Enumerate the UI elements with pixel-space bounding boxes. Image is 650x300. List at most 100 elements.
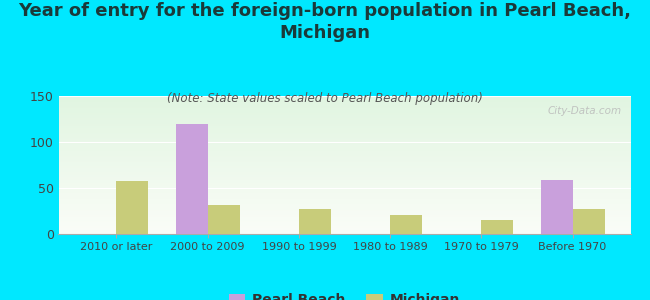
Bar bbox=[58, 135, 630, 136]
Bar bbox=[116, 181, 148, 234]
Bar bbox=[58, 98, 630, 99]
Bar bbox=[58, 116, 630, 117]
Bar bbox=[58, 227, 630, 228]
Bar bbox=[482, 220, 514, 234]
Bar bbox=[58, 231, 630, 232]
Bar bbox=[58, 185, 630, 186]
Bar bbox=[58, 199, 630, 200]
Bar bbox=[58, 207, 630, 208]
Bar bbox=[58, 179, 630, 180]
Bar bbox=[58, 214, 630, 215]
Bar bbox=[58, 224, 630, 225]
Bar bbox=[58, 151, 630, 152]
Bar bbox=[58, 156, 630, 157]
Bar bbox=[58, 120, 630, 121]
Bar bbox=[58, 162, 630, 163]
Bar bbox=[58, 163, 630, 164]
Bar bbox=[58, 172, 630, 173]
Bar bbox=[58, 202, 630, 203]
Bar bbox=[58, 195, 630, 196]
Bar bbox=[58, 154, 630, 155]
Bar bbox=[58, 111, 630, 112]
Bar bbox=[58, 161, 630, 162]
Bar bbox=[58, 183, 630, 184]
Bar bbox=[58, 104, 630, 105]
Bar bbox=[176, 124, 207, 234]
Bar bbox=[58, 147, 630, 148]
Bar bbox=[58, 211, 630, 212]
Bar bbox=[58, 170, 630, 171]
Bar bbox=[58, 136, 630, 137]
Bar bbox=[58, 171, 630, 172]
Bar bbox=[299, 209, 331, 234]
Bar bbox=[58, 128, 630, 129]
Bar bbox=[58, 200, 630, 201]
Bar bbox=[58, 97, 630, 98]
Bar bbox=[58, 169, 630, 170]
Bar bbox=[58, 215, 630, 216]
Bar bbox=[58, 229, 630, 230]
Bar bbox=[58, 96, 630, 97]
Bar bbox=[58, 122, 630, 123]
Bar bbox=[58, 100, 630, 101]
Bar bbox=[58, 155, 630, 156]
Bar bbox=[58, 196, 630, 197]
Bar bbox=[58, 198, 630, 199]
Legend: Pearl Beach, Michigan: Pearl Beach, Michigan bbox=[223, 287, 466, 300]
Bar bbox=[207, 205, 240, 234]
Bar bbox=[58, 164, 630, 165]
Bar bbox=[58, 187, 630, 188]
Bar bbox=[58, 178, 630, 179]
Bar bbox=[58, 222, 630, 223]
Bar bbox=[58, 168, 630, 169]
Bar bbox=[58, 102, 630, 103]
Bar bbox=[58, 103, 630, 104]
Bar bbox=[58, 108, 630, 109]
Bar bbox=[58, 153, 630, 154]
Bar bbox=[58, 204, 630, 205]
Bar bbox=[58, 157, 630, 158]
Bar bbox=[58, 140, 630, 141]
Bar bbox=[58, 230, 630, 231]
Bar bbox=[58, 173, 630, 174]
Bar bbox=[58, 166, 630, 167]
Bar bbox=[58, 105, 630, 106]
Bar bbox=[573, 209, 604, 234]
Bar bbox=[58, 182, 630, 183]
Bar bbox=[58, 174, 630, 175]
Bar bbox=[58, 225, 630, 226]
Bar bbox=[58, 130, 630, 131]
Bar bbox=[58, 109, 630, 110]
Bar bbox=[58, 127, 630, 128]
Bar bbox=[58, 203, 630, 204]
Bar bbox=[390, 215, 422, 234]
Bar bbox=[541, 180, 573, 234]
Bar bbox=[58, 218, 630, 219]
Bar bbox=[58, 115, 630, 116]
Bar bbox=[58, 176, 630, 177]
Text: Year of entry for the foreign-born population in Pearl Beach,
Michigan: Year of entry for the foreign-born popul… bbox=[18, 2, 632, 42]
Bar bbox=[58, 121, 630, 122]
Bar bbox=[58, 232, 630, 233]
Bar bbox=[58, 201, 630, 202]
Bar bbox=[58, 209, 630, 210]
Bar bbox=[58, 141, 630, 142]
Text: (Note: State values scaled to Pearl Beach population): (Note: State values scaled to Pearl Beac… bbox=[167, 92, 483, 104]
Bar bbox=[58, 150, 630, 151]
Bar bbox=[58, 180, 630, 181]
Bar bbox=[58, 208, 630, 209]
Bar bbox=[58, 123, 630, 124]
Text: City-Data.com: City-Data.com bbox=[548, 106, 622, 116]
Bar bbox=[58, 106, 630, 107]
Bar bbox=[58, 210, 630, 211]
Bar bbox=[58, 117, 630, 118]
Bar bbox=[58, 131, 630, 132]
Bar bbox=[58, 146, 630, 147]
Bar bbox=[58, 165, 630, 166]
Bar bbox=[58, 233, 630, 234]
Bar bbox=[58, 177, 630, 178]
Bar bbox=[58, 158, 630, 159]
Bar bbox=[58, 226, 630, 227]
Bar bbox=[58, 189, 630, 190]
Bar bbox=[58, 206, 630, 207]
